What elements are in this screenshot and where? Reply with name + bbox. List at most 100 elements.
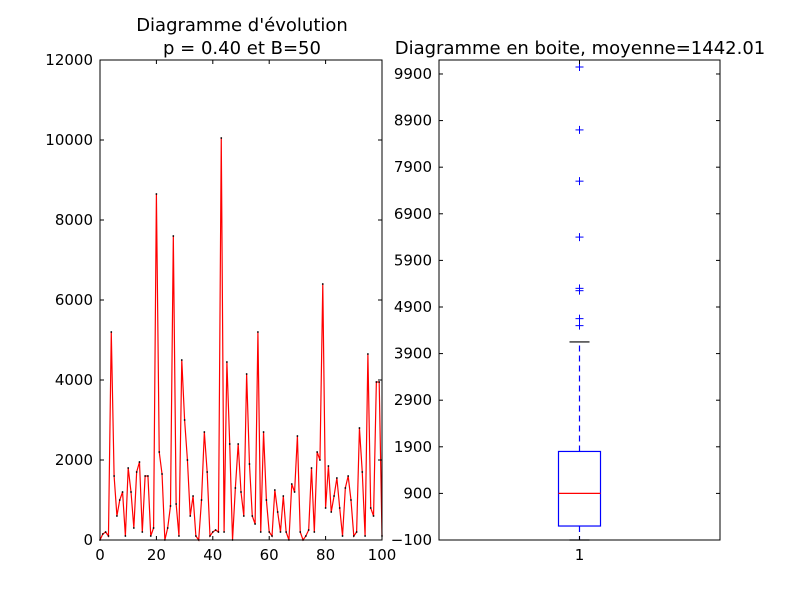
evolution-point (172, 235, 175, 237)
evolution-point (304, 535, 307, 537)
evolution-point (341, 535, 344, 537)
evolution-point (116, 515, 118, 517)
x-tick-label: 80 (316, 546, 335, 564)
y-tick-label: 5900 (394, 251, 432, 269)
evolution-point (169, 505, 172, 507)
evolution-point (245, 373, 248, 375)
evolution-point (338, 507, 341, 509)
evolution-point (364, 535, 366, 537)
evolution-point (324, 507, 327, 509)
evolution-point (279, 531, 282, 533)
y-tick-label: 0 (83, 531, 93, 549)
evolution-point (192, 495, 194, 497)
outlier-marker (575, 62, 584, 71)
evolution-point (251, 515, 254, 517)
boxplot-x-axis: 1 (575, 60, 585, 564)
evolution-point (285, 531, 288, 533)
evolution-point (175, 503, 178, 505)
evolution-point (124, 535, 127, 537)
evolution-chart-title-line-2: p = 0.40 et B=50 (163, 38, 321, 59)
evolution-point (166, 527, 169, 529)
evolution-point (347, 475, 350, 477)
evolution-point (149, 535, 152, 537)
y-tick-label: 6900 (394, 205, 432, 223)
y-tick-label: 4000 (55, 371, 93, 389)
evolution-point (299, 531, 302, 533)
evolution-point (180, 359, 183, 361)
evolution-point (316, 451, 319, 453)
evolution-point (147, 475, 149, 477)
y-tick-label: 10000 (45, 131, 93, 149)
evolution-y-axis: 0 2000 4000 6000 8000 10000 12000 (45, 51, 382, 549)
evolution-point (226, 361, 228, 363)
evolution-point (344, 487, 347, 489)
evolution-point (206, 471, 209, 473)
y-tick-label: 4900 (394, 298, 432, 316)
evolution-point (273, 489, 276, 491)
evolution-point (271, 535, 273, 537)
evolution-point (121, 491, 124, 493)
outlier-marker (575, 177, 584, 186)
evolution-point (178, 535, 180, 537)
evolution-point (110, 331, 113, 333)
y-tick-label: 8900 (394, 112, 432, 130)
boxplot-chart: Diagramme en boite, moyenne=1442.01 1 −1… (391, 38, 765, 564)
evolution-point (378, 381, 381, 383)
evolution-point (237, 443, 240, 445)
evolution-point (152, 527, 155, 529)
evolution-point (118, 499, 121, 501)
evolution-point (248, 463, 251, 465)
evolution-point (220, 137, 223, 139)
evolution-point (265, 499, 268, 501)
evolution-point (155, 193, 158, 195)
evolution-point (254, 523, 256, 525)
outlier-marker (575, 321, 584, 330)
boxplot-chart-title: Diagramme en boite, moyenne=1442.01 (395, 38, 766, 59)
evolution-point (276, 511, 279, 513)
outlier-marker (575, 284, 584, 293)
evolution-point (319, 459, 321, 461)
evolution-plot-frame (99, 59, 383, 541)
x-tick-label: 1 (575, 546, 585, 564)
evolution-point (130, 491, 132, 493)
evolution-point (217, 531, 220, 533)
y-tick-label: 3900 (394, 345, 432, 363)
evolution-point (372, 515, 375, 517)
evolution-point (223, 531, 225, 533)
boxplot-series (557, 62, 602, 541)
evolution-point (161, 473, 163, 475)
y-tick-label: 2000 (55, 451, 93, 469)
evolution-point (282, 495, 285, 497)
evolution-chart-title-line-1: Diagramme d'évolution (136, 15, 348, 36)
evolution-point (138, 461, 141, 463)
evolution-point (186, 459, 189, 461)
outlier-marker (575, 125, 584, 134)
evolution-point (333, 495, 335, 497)
y-tick-label: 900 (403, 484, 432, 502)
evolution-point (132, 527, 135, 529)
evolution-point (211, 531, 214, 533)
x-tick-label: 100 (368, 546, 397, 564)
evolution-point (104, 531, 107, 533)
outlier-marker (575, 233, 584, 242)
evolution-point (209, 535, 211, 537)
evolution-line (99, 137, 383, 542)
evolution-point (262, 431, 265, 433)
y-tick-label: −100 (391, 531, 432, 549)
evolution-point (310, 467, 313, 469)
evolution-point (335, 477, 338, 479)
evolution-point (296, 435, 299, 437)
evolution-point (144, 475, 147, 477)
evolution-point (200, 499, 203, 501)
evolution-point (234, 487, 237, 489)
y-tick-label: 8000 (55, 211, 93, 229)
evolution-point (290, 483, 293, 485)
iqr-box (557, 450, 602, 527)
evolution-point (158, 451, 161, 453)
evolution-point (194, 535, 197, 537)
evolution-point (257, 331, 259, 333)
evolution-point (203, 431, 206, 433)
evolution-x-axis: 0 20 40 60 80 100 (95, 60, 396, 564)
evolution-point (113, 475, 115, 477)
